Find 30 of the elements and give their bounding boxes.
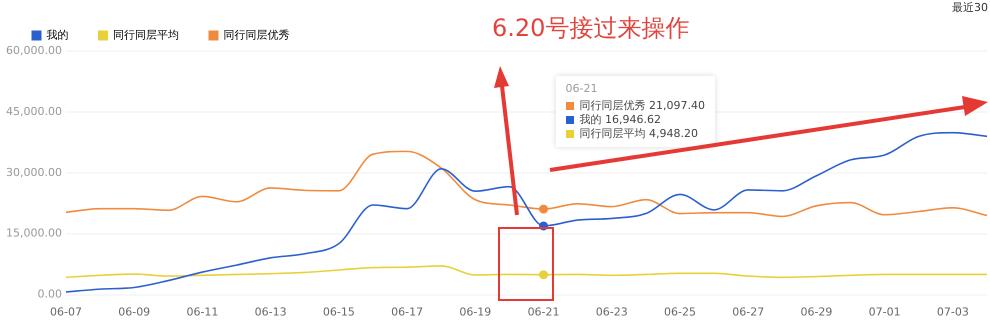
x-tick-label: 06-19 — [459, 305, 492, 318]
legend-label: 同行同层优秀 — [224, 28, 290, 42]
y-tick-label: 0.00 — [37, 288, 62, 301]
y-tick-label: 45,000.00 — [6, 104, 62, 118]
x-tick-label: 06-15 — [322, 305, 355, 318]
x-tick-label: 06-21 — [528, 305, 560, 318]
annotation: 06-21 — [566, 82, 599, 95]
y-tick-label: 30,000.00 — [6, 166, 62, 179]
annotation: 同行同层平均 4,948.20 — [566, 127, 698, 140]
x-tick-label: 06-23 — [596, 305, 628, 318]
x-tick-label: 06-07 — [50, 305, 82, 318]
x-tick-label: 06-29 — [800, 305, 832, 318]
text: 最近30 — [952, 0, 988, 15]
legend-label: 同行同层平均 — [113, 28, 179, 42]
annotation: 我的 16,946.62 — [566, 113, 662, 126]
x-tick-label: 07-03 — [936, 305, 969, 318]
x-tick-label: 06-27 — [732, 305, 764, 318]
line-series — [65, 265, 988, 280]
legend-label: 我的 — [46, 28, 68, 42]
y-tick-label: 15,000.00 — [6, 226, 62, 240]
x-tick-label: 06-25 — [664, 305, 696, 318]
x-tick-label: 06-11 — [186, 305, 218, 318]
x-tick-label: 06-13 — [254, 305, 287, 318]
x-tick-label: 06-09 — [118, 305, 150, 318]
chart-title: 6.20号接过来操作 — [492, 13, 690, 44]
x-tick-label: 07-01 — [868, 305, 901, 318]
annotation: 同行同层优秀 21,097.40 — [566, 99, 706, 112]
x-tick-label: 06-17 — [391, 305, 424, 318]
y-tick-label: 60,000.00 — [6, 44, 62, 57]
line-series — [65, 150, 988, 218]
